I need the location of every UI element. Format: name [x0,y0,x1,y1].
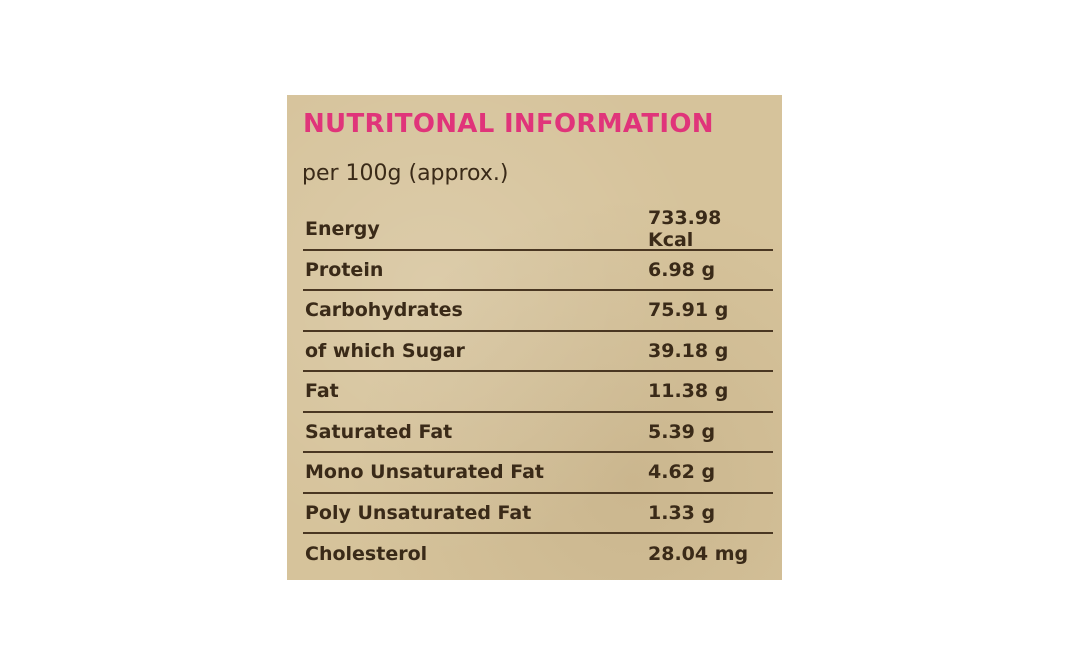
nutrient-value: 39.18 g [648,339,729,362]
nutrient-name: Protein [305,258,384,281]
nutrient-name: of which Sugar [305,339,465,362]
table-row: Saturated Fat 5.39 g [303,413,773,453]
nutrient-value: 11.38 g [648,380,729,403]
nutrition-table: Energy 733.98 Kcal Protein 6.98 g Carbohydra… [303,207,773,575]
nutrient-value: 28.04 mg [648,543,749,566]
table-row: Protein 6.98 g [303,251,773,291]
table-row: of which Sugar 39.18 g [303,332,773,372]
nutrient-value: 75.91 g [648,299,729,322]
nutrient-name: Mono Unsaturated Fat [305,461,544,484]
table-row: Energy 733.98 Kcal [303,207,773,252]
table-row: Carbohydrates 75.91 g [303,291,773,332]
title: NUTRITONAL INFORMATION [303,109,714,139]
nutrient-name: Carbohydrates [305,299,463,322]
table-row: Poly Unsaturated Fat 1.33 g [303,494,773,534]
nutrient-name: Poly Unsaturated Fat [305,501,532,524]
nutrient-value: 1.33 g [648,501,716,524]
nutrient-name: Fat [305,380,339,403]
table-row: Mono Unsaturated Fat 4.62 g [303,453,773,494]
nutrient-name: Energy [305,218,380,241]
nutrient-name: Saturated Fat [305,420,453,443]
nutrient-value: 5.39 g [648,420,716,443]
nutrient-value: 6.98 g [648,258,716,281]
nutrition-panel: NUTRITONAL INFORMATION per 100g (approx.… [287,95,782,580]
nutrient-value: 733.98 Kcal [648,207,722,252]
nutrient-value: 4.62 g [648,461,716,484]
nutrient-name: Cholesterol [305,543,428,566]
table-row: Fat 11.38 g [303,372,773,413]
subtitle: per 100g (approx.) [302,161,509,186]
table-row: Cholesterol 28.04 mg [303,534,773,575]
